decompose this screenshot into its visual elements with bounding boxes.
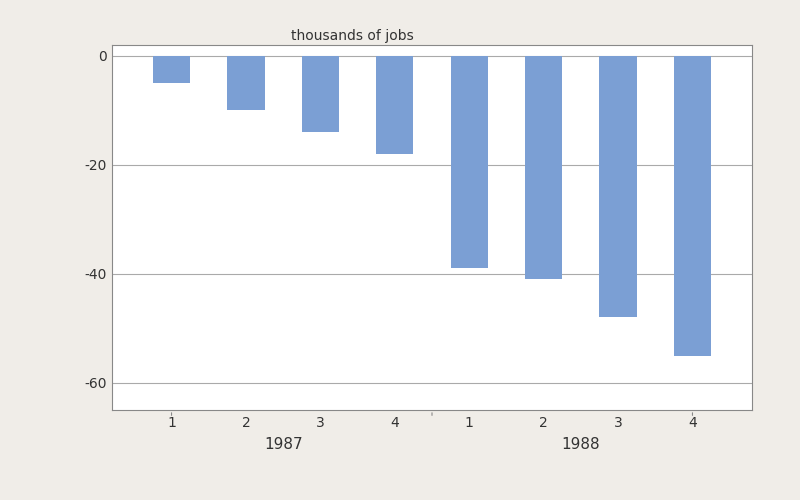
Bar (153, 56, 190, 83)
Bar (599, 56, 637, 318)
Bar (450, 56, 488, 268)
Text: 1988: 1988 (562, 437, 600, 452)
Bar (674, 56, 711, 356)
Text: 1987: 1987 (264, 437, 302, 452)
Text: thousands of jobs: thousands of jobs (291, 29, 414, 43)
Bar (525, 56, 562, 280)
Bar (376, 56, 414, 154)
Bar (302, 56, 339, 132)
Bar (227, 56, 265, 110)
